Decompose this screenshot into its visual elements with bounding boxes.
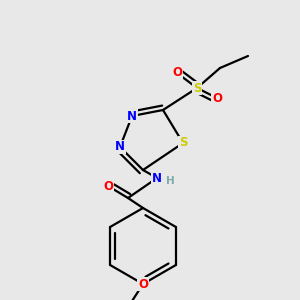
Text: O: O xyxy=(138,278,148,290)
Text: O: O xyxy=(103,179,113,193)
Text: S: S xyxy=(193,82,201,94)
Text: O: O xyxy=(172,67,182,80)
Text: S: S xyxy=(179,136,187,149)
Text: O: O xyxy=(212,92,222,104)
Text: N: N xyxy=(152,172,162,184)
Text: N: N xyxy=(115,140,125,154)
Text: N: N xyxy=(127,110,137,122)
Text: H: H xyxy=(166,176,174,186)
